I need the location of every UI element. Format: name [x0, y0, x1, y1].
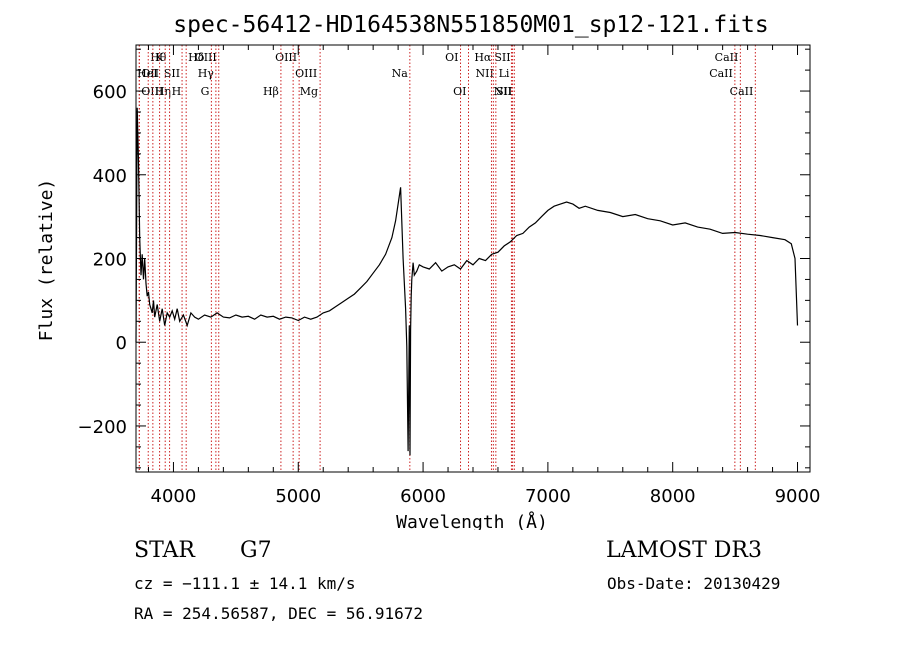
marker-label-3: K	[155, 51, 164, 64]
marker-label-23: NII	[493, 85, 511, 98]
axis-ticks: 4000 5000 6000 7000 8000 9000 −200 0 200 400 600	[78, 45, 821, 507]
marker-label-20: SII	[494, 51, 510, 64]
marker-label-4: HeI	[137, 67, 157, 80]
coordinates: RA = 254.56587, DEC = 56.91672	[134, 604, 423, 623]
y-tick-label-600: 600	[93, 82, 127, 103]
marker-label-17: OI	[445, 51, 458, 64]
x-tick-label-8000: 8000	[650, 486, 696, 507]
x-tick-label-6000: 6000	[400, 486, 446, 507]
y-tick-label-400: 400	[93, 166, 127, 187]
marker-label-24: SII	[496, 85, 512, 98]
y-tick-label-0: 0	[116, 333, 127, 354]
marker-label-5: Hη	[155, 85, 171, 98]
spectrum-chart: spec-56412-HD164538N551850M01_sp12-121.f…	[36, 12, 821, 530]
marker-label-1: OII	[141, 67, 159, 80]
chart-title: spec-56412-HD164538N551850M01_sp12-121.f…	[173, 12, 768, 38]
marker-label-0: Hθ	[150, 51, 167, 64]
y-axis-label: Flux (relative)	[36, 179, 57, 342]
y-tick-label-200: 200	[93, 250, 127, 271]
marker-label-12: OIII	[275, 51, 297, 64]
x-tick-label-9000: 9000	[775, 486, 821, 507]
marker-label-25: CaII	[715, 51, 739, 64]
y-tick-label--200: −200	[78, 417, 127, 438]
subclass: G7	[240, 538, 272, 563]
marker-label-26: CaII	[709, 67, 733, 80]
marker-label-14: Hβ	[263, 85, 279, 98]
object-class: STAR	[134, 538, 195, 563]
spectrum-line	[135, 107, 799, 456]
marker-label-18: OI	[453, 85, 466, 98]
x-axis-label: Wavelength (Å)	[396, 511, 548, 530]
x-tick-label-5000: 5000	[275, 486, 321, 507]
survey-name: LAMOST DR3	[606, 538, 762, 563]
marker-label-11: G	[201, 85, 210, 98]
marker-label-15: Mg	[300, 85, 318, 98]
marker-label-27: CaII	[730, 85, 754, 98]
x-tick-label-7000: 7000	[525, 486, 571, 507]
marker-label-21: NII	[476, 67, 494, 80]
marker-label-10: Hγ	[198, 67, 215, 80]
redshift-cz: cz = −111.1 ± 14.1 km/s	[134, 574, 356, 593]
marker-label-6: SII	[164, 67, 180, 80]
observation-date: Obs-Date: 20130429	[607, 574, 781, 593]
marker-label-7: H	[172, 85, 182, 98]
marker-label-19: Hα	[474, 51, 492, 64]
plot-frame	[135, 44, 811, 473]
marker-label-22: Li	[499, 67, 510, 80]
marker-label-16: Na	[392, 67, 409, 80]
marker-label-2: OIII	[141, 85, 163, 98]
marker-label-9: OIII	[195, 51, 217, 64]
marker-label-13: OIII	[295, 67, 317, 80]
marker-label-8: Hδ	[188, 51, 205, 64]
x-tick-label-4000: 4000	[151, 486, 197, 507]
